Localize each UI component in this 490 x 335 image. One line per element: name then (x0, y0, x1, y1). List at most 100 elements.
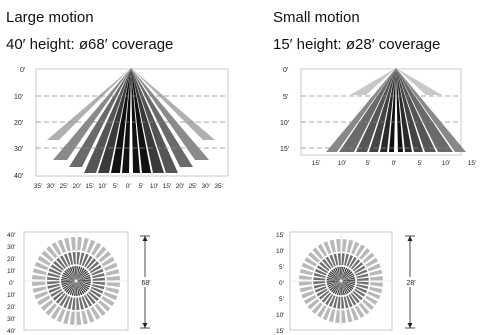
coverage-segment (341, 267, 348, 280)
coverage-segment (91, 268, 104, 276)
coverage-segment (76, 311, 82, 325)
coverage-segment (304, 294, 317, 305)
x-tick-label: 5′ (366, 160, 372, 167)
coverage-segment (341, 269, 351, 280)
large-top-coverage-disk (32, 237, 120, 325)
coverage-segment (341, 253, 345, 266)
coverage-segment (313, 281, 326, 285)
coverage-segment (61, 279, 75, 281)
coverage-segment (90, 306, 101, 320)
fan-beam (84, 68, 131, 173)
coverage-segment (317, 244, 328, 257)
coverage-segment (350, 307, 359, 321)
coverage-segment (341, 282, 347, 295)
coverage-segment (105, 269, 120, 276)
fan-beam (122, 68, 131, 173)
coverage-segment (344, 253, 349, 266)
fan-beam (131, 68, 140, 173)
coverage-segment (91, 286, 104, 294)
x-tick-label: 20′ (176, 183, 185, 190)
x-tick-label: 25′ (189, 183, 198, 190)
fan-beam (131, 68, 209, 160)
fan-beam (396, 68, 436, 152)
coverage-segment (327, 281, 340, 287)
large-side-view: 0′ 10′ 20′ 30′ 40′ 35′ 30′ 25′ 20′ 15′ 10′ 5′ 0… (14, 67, 229, 190)
coverage-segment (34, 291, 48, 300)
small-motion-subtitle: 15′ height: ø28′ coverage (273, 36, 441, 53)
coverage-segment (76, 297, 80, 310)
coverage-segment (59, 255, 69, 268)
coverage-segment (342, 281, 355, 286)
coverage-segment (313, 273, 326, 278)
coverage-segment (72, 297, 76, 310)
coverage-segment (341, 266, 343, 280)
large-side-y-tick: 30′ (14, 146, 24, 153)
fan-beam (111, 68, 131, 173)
coverage-segment (89, 264, 102, 274)
fan-beam (350, 68, 396, 95)
coverage-segment (62, 281, 75, 290)
coverage-segment (65, 282, 76, 293)
large-top-y-tick: 10′ (7, 292, 16, 299)
coverage-segment (76, 269, 87, 280)
coverage-segment (346, 239, 354, 253)
coverage-segment (77, 276, 91, 281)
coverage-segment (88, 291, 99, 302)
large-motion-subtitle: 40′ height: ø68′ coverage (6, 36, 174, 53)
fan-beam (396, 68, 423, 152)
coverage-segment (32, 275, 46, 280)
coverage-segment (47, 277, 60, 281)
coverage-segment (76, 267, 83, 280)
coverage-segment (365, 295, 378, 305)
x-tick-label: 25′ (60, 183, 69, 190)
coverage-segment (81, 253, 89, 266)
coverage-segment (346, 309, 353, 323)
small-side-y-tick: 10′ (280, 120, 290, 127)
coverage-segment (328, 272, 340, 281)
coverage-segment (313, 283, 326, 289)
coverage-segment (41, 250, 54, 262)
large-top-y-tick: 20′ (7, 256, 16, 263)
coverage-segment (327, 276, 340, 281)
coverage-segment (350, 259, 361, 270)
fan-beam (396, 68, 403, 152)
coverage-segment (332, 282, 341, 294)
coverage-segment (336, 239, 341, 252)
coverage-segment (341, 310, 346, 323)
coverage-segment (362, 299, 374, 311)
coverage-segment (325, 256, 334, 268)
small-side-y-tick: 5′ (283, 94, 289, 101)
coverage-segment (322, 258, 332, 270)
coverage-segment (359, 248, 371, 260)
coverage-segment (342, 239, 347, 252)
coverage-segment (77, 237, 82, 251)
x-tick-label: 0′ (392, 160, 398, 167)
small-motion-title: Small motion (273, 9, 360, 26)
coverage-segment (48, 286, 61, 294)
coverage-segment (47, 272, 60, 278)
coverage-segment (77, 281, 88, 292)
fan-beam (396, 68, 442, 95)
coverage-segment (337, 296, 341, 309)
coverage-segment (55, 293, 66, 304)
x-tick-label: 30′ (47, 183, 56, 190)
coverage-segment (82, 237, 89, 252)
coverage-segment (316, 288, 328, 297)
coverage-segment (341, 282, 345, 296)
coverage-segment (319, 261, 330, 272)
coverage-segment (56, 308, 66, 323)
coverage-segment (369, 269, 383, 276)
x-tick-label: 15′ (312, 160, 321, 167)
coverage-segment (84, 255, 93, 268)
coverage-segment (63, 253, 71, 266)
coverage-segment (342, 281, 353, 291)
x-tick-label: 15′ (163, 183, 172, 190)
coverage-segment (301, 290, 315, 299)
coverage-segment (47, 281, 60, 285)
fan-beam (98, 68, 131, 173)
coverage-segment (328, 281, 340, 289)
large-dimension-label: 68′ (141, 280, 151, 287)
coverage-segment (94, 303, 106, 317)
coverage-segment (352, 290, 363, 301)
fan-beam (396, 68, 412, 152)
